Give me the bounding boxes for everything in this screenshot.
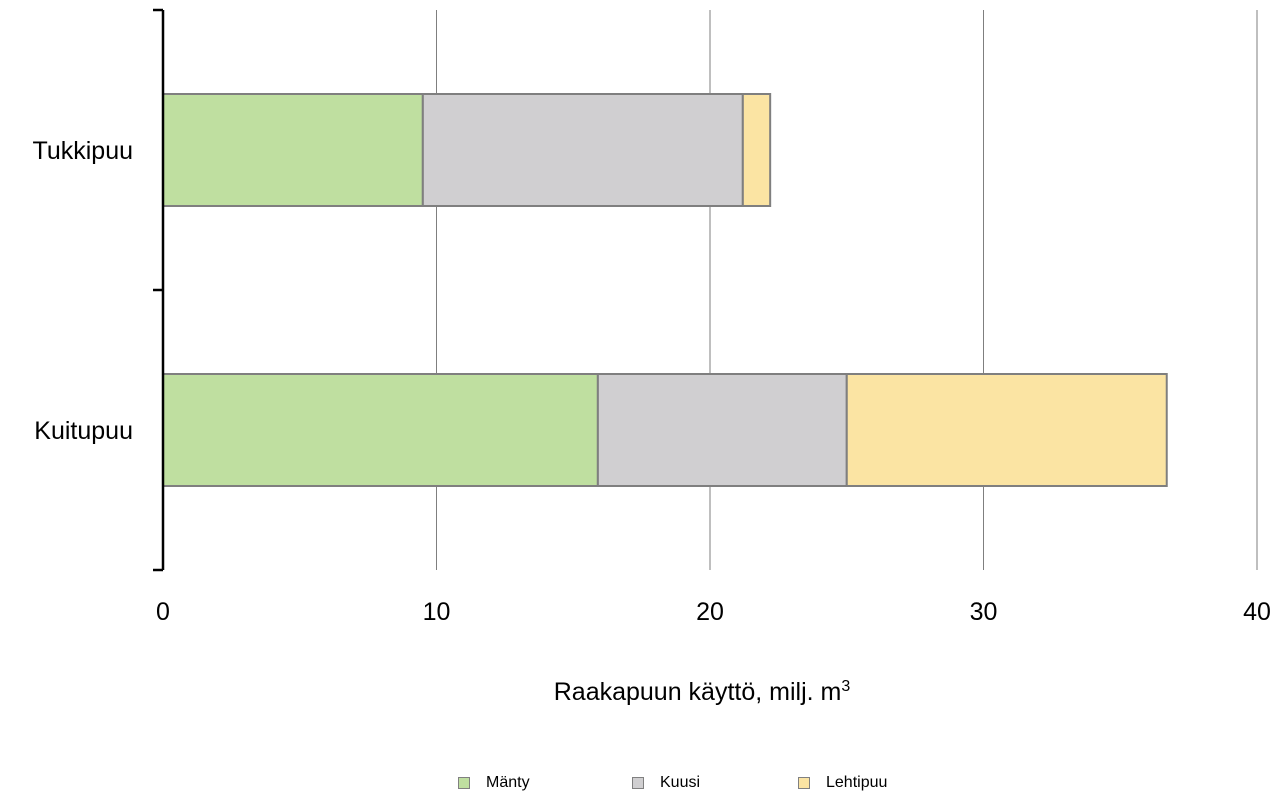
y-axis [153, 8, 165, 572]
legend-swatch [632, 777, 644, 789]
category-label: Tukkipuu [32, 137, 133, 165]
x-tick-label: 40 [1243, 598, 1271, 626]
legend: Mänty Kuusi Lehtipuu [0, 774, 1278, 796]
x-axis-title-text: Raakapuun käyttö, milj. m [554, 678, 842, 706]
category-label: Kuitupuu [34, 417, 133, 445]
bar-segment [162, 373, 599, 487]
x-axis-title: Raakapuun käyttö, milj. m3 [554, 678, 851, 706]
bar-chart: Tukkipuu Kuitupuu 0 10 20 30 40 Raakapuun käy… [32, 8, 1271, 706]
x-tick-labels: 0 10 20 30 40 [156, 598, 1271, 626]
bar-segment [845, 373, 1168, 487]
bar-segment [741, 93, 772, 207]
legend-label: Mänty [486, 774, 530, 791]
bar-segment [596, 373, 848, 487]
bar-segment [421, 93, 744, 207]
legend-label: Lehtipuu [826, 774, 888, 791]
x-tick-label: 0 [156, 598, 170, 626]
legend-item: Mänty [458, 774, 530, 792]
legend-label: Kuusi [660, 774, 701, 791]
legend-swatch [458, 777, 470, 789]
bar-segment [162, 93, 424, 207]
legend-swatch [798, 777, 810, 789]
legend-item: Lehtipuu [798, 774, 887, 792]
legend-item: Kuusi [632, 774, 700, 792]
bars [162, 93, 1168, 487]
x-tick-label: 30 [970, 598, 998, 626]
x-axis-title-superscript: 3 [841, 678, 850, 695]
x-tick-label: 20 [696, 598, 724, 626]
x-tick-label: 10 [423, 598, 451, 626]
category-labels: Tukkipuu Kuitupuu [32, 137, 133, 445]
